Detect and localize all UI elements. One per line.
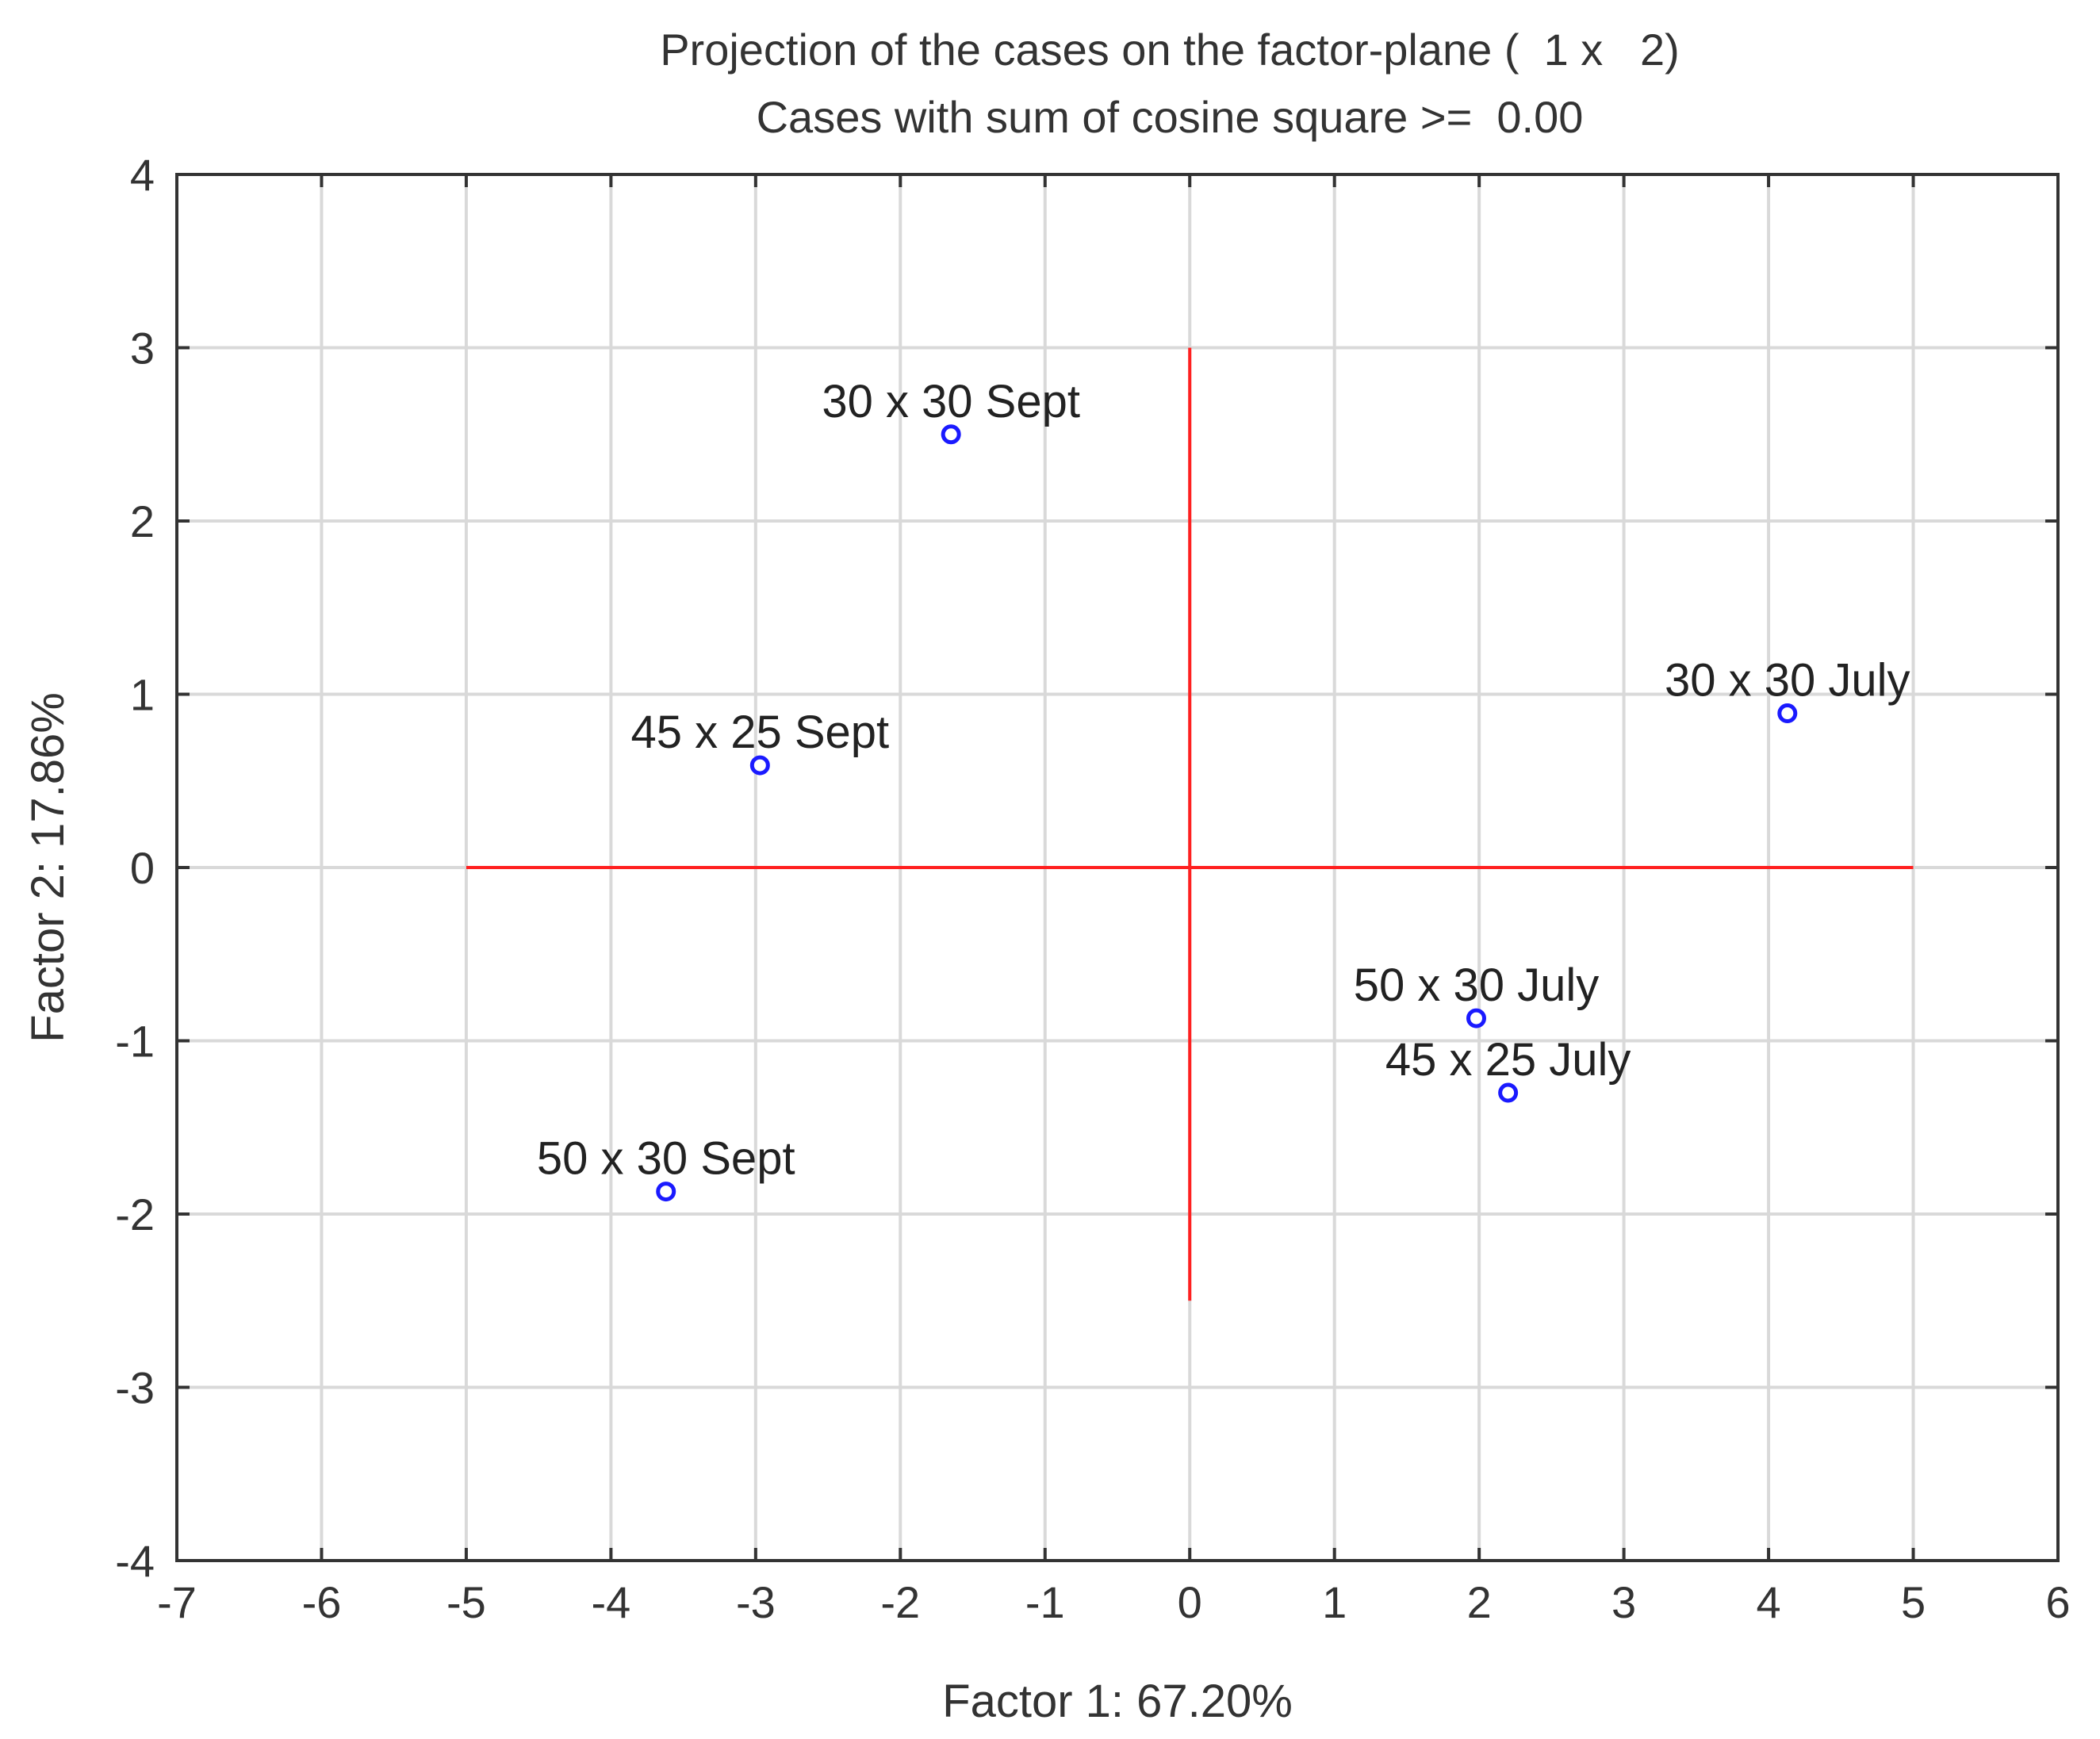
y-tick-label: -2 bbox=[115, 1189, 155, 1239]
data-point-marker bbox=[1466, 1008, 1487, 1028]
chart-title: Projection of the cases on the factor-pl… bbox=[660, 25, 1680, 75]
data-point-label: 45 x 25 Sept bbox=[630, 707, 889, 758]
y-tick-label: -4 bbox=[115, 1536, 155, 1586]
axis-ticks bbox=[175, 173, 2060, 1562]
x-tick-label: 1 bbox=[1322, 1577, 1347, 1627]
data-point-label: 50 x 30 Sept bbox=[537, 1133, 795, 1185]
x-axis-title: Factor 1: 67.20% bbox=[942, 1676, 1293, 1727]
chart-subtitle: Cases with sum of cosine square >= 0.00 bbox=[757, 92, 1584, 142]
data-point: 45 x 25 July bbox=[1385, 1034, 1631, 1103]
y-tick-label: 0 bbox=[130, 843, 155, 893]
data-point-label: 50 x 30 July bbox=[1354, 960, 1600, 1011]
y-tick-label: 2 bbox=[130, 496, 155, 546]
data-point-marker bbox=[1498, 1082, 1519, 1103]
y-axis-title: Factor 2: 17.86% bbox=[22, 692, 74, 1043]
data-point-label: 30 x 30 Sept bbox=[822, 376, 1080, 427]
y-tick-label: 3 bbox=[130, 324, 155, 373]
data-point: 30 x 30 Sept bbox=[822, 376, 1080, 445]
data-points: 30 x 30 Sept 45 x 25 Sept 50 x 30 Sept 30 x… bbox=[537, 376, 1910, 1202]
data-point-marker bbox=[656, 1182, 676, 1202]
x-tick-label: -6 bbox=[302, 1577, 342, 1627]
x-tick-label: 6 bbox=[2045, 1577, 2070, 1627]
data-point: 50 x 30 Sept bbox=[537, 1133, 795, 1202]
x-tick-label: -3 bbox=[736, 1577, 776, 1627]
data-point-marker bbox=[941, 424, 961, 445]
y-tick-label: 4 bbox=[130, 150, 155, 200]
x-tick-label: -7 bbox=[157, 1577, 197, 1627]
x-tick-label: 2 bbox=[1467, 1577, 1492, 1627]
x-tick-label: -5 bbox=[446, 1577, 486, 1627]
reference-lines bbox=[466, 347, 1914, 1301]
y-axis-tick-labels: -4 -3 -2 -1 0 1 2 3 4 bbox=[115, 150, 155, 1586]
y-tick-label: -1 bbox=[115, 1017, 155, 1067]
x-axis-tick-labels: -7 -6 -5 -4 -3 -2 -1 0 1 2 3 4 5 6 bbox=[157, 1577, 2070, 1627]
data-point-label: 30 x 30 July bbox=[1665, 655, 1910, 707]
data-point: 50 x 30 July bbox=[1354, 960, 1600, 1028]
data-point-marker bbox=[1777, 703, 1798, 724]
x-tick-label: 5 bbox=[1901, 1577, 1926, 1627]
x-tick-label: -1 bbox=[1025, 1577, 1065, 1627]
x-tick-label: 4 bbox=[1756, 1577, 1780, 1627]
x-tick-label: 0 bbox=[1178, 1577, 1202, 1627]
data-point: 30 x 30 July bbox=[1665, 655, 1910, 724]
x-tick-label: -4 bbox=[591, 1577, 630, 1627]
grid-lines bbox=[177, 174, 2058, 1561]
x-tick-label: -2 bbox=[880, 1577, 920, 1627]
data-point-marker bbox=[749, 755, 770, 776]
x-tick-label: 3 bbox=[1611, 1577, 1636, 1627]
y-tick-label: 1 bbox=[130, 670, 155, 720]
y-tick-label: -3 bbox=[115, 1363, 155, 1413]
data-point: 45 x 25 Sept bbox=[630, 707, 889, 776]
data-point-label: 45 x 25 July bbox=[1385, 1034, 1631, 1086]
